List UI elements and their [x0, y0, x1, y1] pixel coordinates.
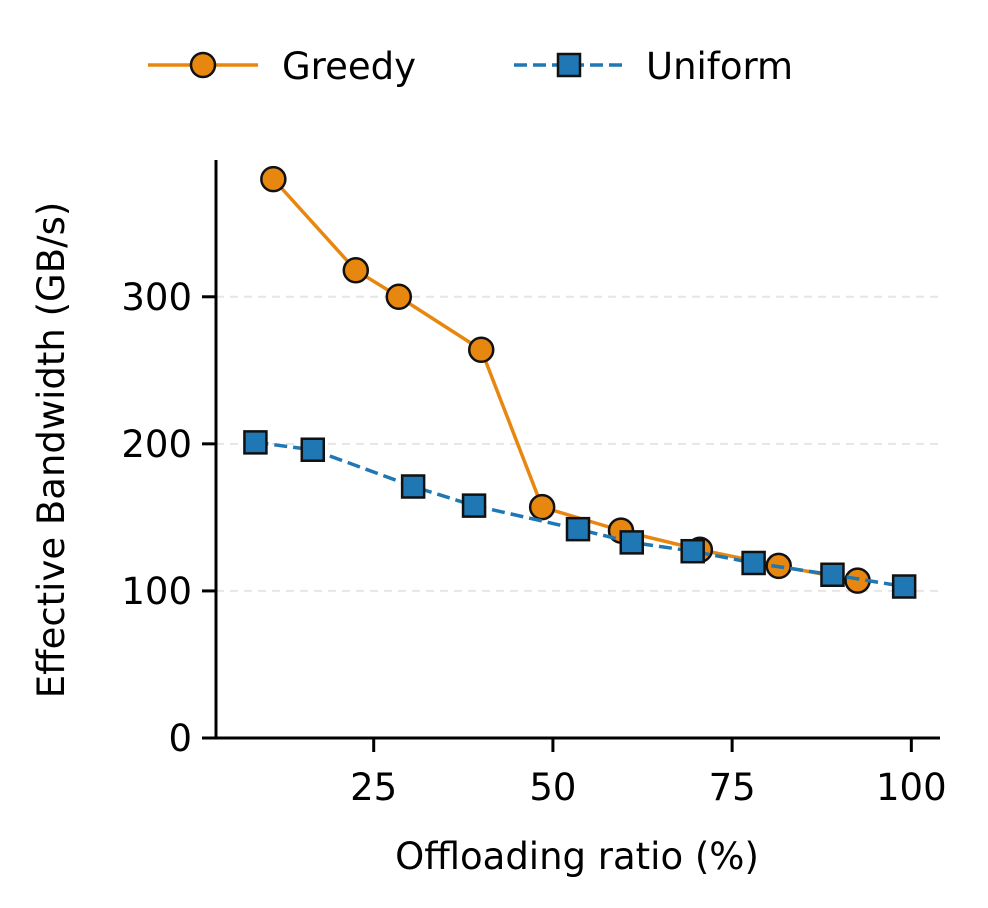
- data-point-uniform: [400, 474, 426, 499]
- y-tick-label: 0: [168, 717, 192, 760]
- y-axis-label: Effective Bandwidth (GB/s): [30, 202, 73, 699]
- data-point-greedy: [467, 336, 495, 363]
- legend-label: Uniform: [646, 45, 793, 88]
- data-point-uniform: [619, 530, 645, 555]
- y-tick-label: 200: [121, 423, 192, 466]
- data-point-uniform: [565, 516, 591, 542]
- data-point-greedy: [528, 493, 556, 521]
- legend-item-greedy: Greedy: [148, 45, 416, 88]
- ticks: 0 100 200 300 25 50 75 100: [121, 276, 946, 809]
- data-point-uniform: [300, 437, 326, 462]
- y-tick-label: 100: [121, 570, 192, 613]
- axes: [214, 160, 940, 740]
- legend-marker: [556, 52, 582, 78]
- grid-lines: [216, 295, 940, 592]
- x-tick-label: 50: [529, 766, 576, 809]
- legend-marker: [189, 51, 217, 79]
- data-point-uniform: [461, 493, 487, 518]
- legend-label: Greedy: [282, 45, 416, 88]
- data-point-greedy: [342, 257, 370, 284]
- data-point-greedy: [385, 283, 413, 311]
- data-point-uniform: [741, 550, 766, 576]
- series-layer: [243, 165, 917, 599]
- data-point-uniform: [680, 538, 705, 564]
- data-point-greedy: [260, 165, 287, 193]
- x-tick-label: 75: [709, 766, 756, 809]
- series-line-uniform: [255, 440, 905, 589]
- data-point-uniform: [243, 430, 268, 455]
- data-point-uniform: [820, 562, 845, 587]
- legend-item-uniform: Uniform: [514, 45, 793, 88]
- y-tick-label: 300: [121, 276, 192, 319]
- series-uniform: [243, 430, 917, 599]
- legend: Greedy Uniform: [148, 45, 793, 88]
- x-axis-label: Offloading ratio (%): [395, 835, 759, 878]
- x-tick-label: 25: [350, 766, 397, 809]
- x-tick-label: 100: [876, 766, 947, 809]
- series-line-greedy: [272, 177, 858, 583]
- data-point-uniform: [891, 574, 917, 599]
- series-greedy: [260, 165, 871, 594]
